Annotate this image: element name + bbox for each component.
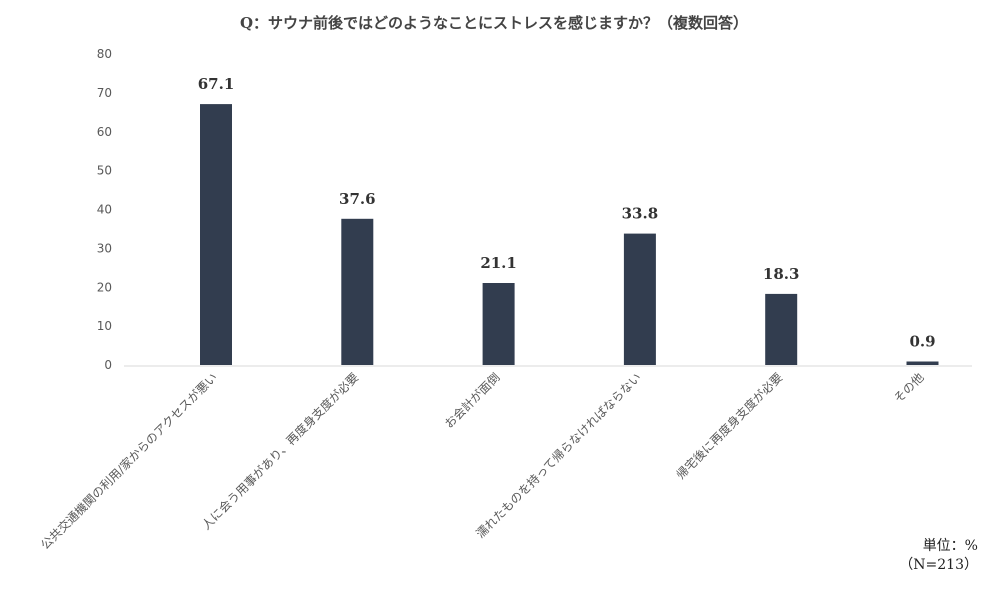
- x-tick-label: その他: [891, 370, 926, 405]
- unit-note: 単位：%: [923, 538, 978, 554]
- bar: [623, 233, 656, 365]
- y-tick-label: 0: [104, 358, 112, 372]
- x-tick-label: 人に会う用事があり、再度身支度が必要: [198, 370, 361, 533]
- sample-size-note: （N=213）: [899, 557, 978, 573]
- y-tick-label: 10: [97, 319, 112, 333]
- bar: [200, 104, 232, 365]
- bar: [906, 361, 939, 365]
- bar: [765, 293, 798, 365]
- chart-title: Q：サウナ前後ではどのようなことにストレスを感じますか？（複数回答）: [240, 14, 748, 32]
- y-tick-labels: 0 10 20 30 40 50 60 70 80: [97, 47, 112, 372]
- x-tick-label: 濡れたものを持って帰らなければならない: [473, 370, 644, 541]
- data-label: 67.1: [198, 75, 235, 93]
- data-label: 33.8: [622, 205, 659, 223]
- x-tick-label: 帰宅後に再度身支度が必要: [673, 370, 785, 482]
- bar: [482, 283, 515, 365]
- y-tick-label: 70: [97, 86, 112, 100]
- data-label: 21.1: [480, 254, 517, 272]
- y-tick-label: 60: [97, 125, 112, 139]
- bar: [341, 218, 374, 365]
- data-labels: 67.1 37.6 21.1 33.8 18.3 0.9: [198, 75, 936, 350]
- data-label: 18.3: [763, 265, 800, 283]
- y-tick-label: 50: [97, 164, 112, 178]
- bars: [200, 104, 939, 365]
- y-tick-label: 80: [97, 47, 112, 61]
- x-tick-label: お会計が面倒: [441, 370, 503, 432]
- y-tick-label: 40: [97, 203, 112, 217]
- y-tick-label: 30: [97, 241, 112, 255]
- y-tick-label: 20: [97, 280, 112, 294]
- data-label: 37.6: [339, 190, 376, 208]
- x-tick-label: 公共交通機関の利用/家からのアクセスが悪い: [37, 370, 220, 553]
- data-label: 0.9: [909, 333, 935, 351]
